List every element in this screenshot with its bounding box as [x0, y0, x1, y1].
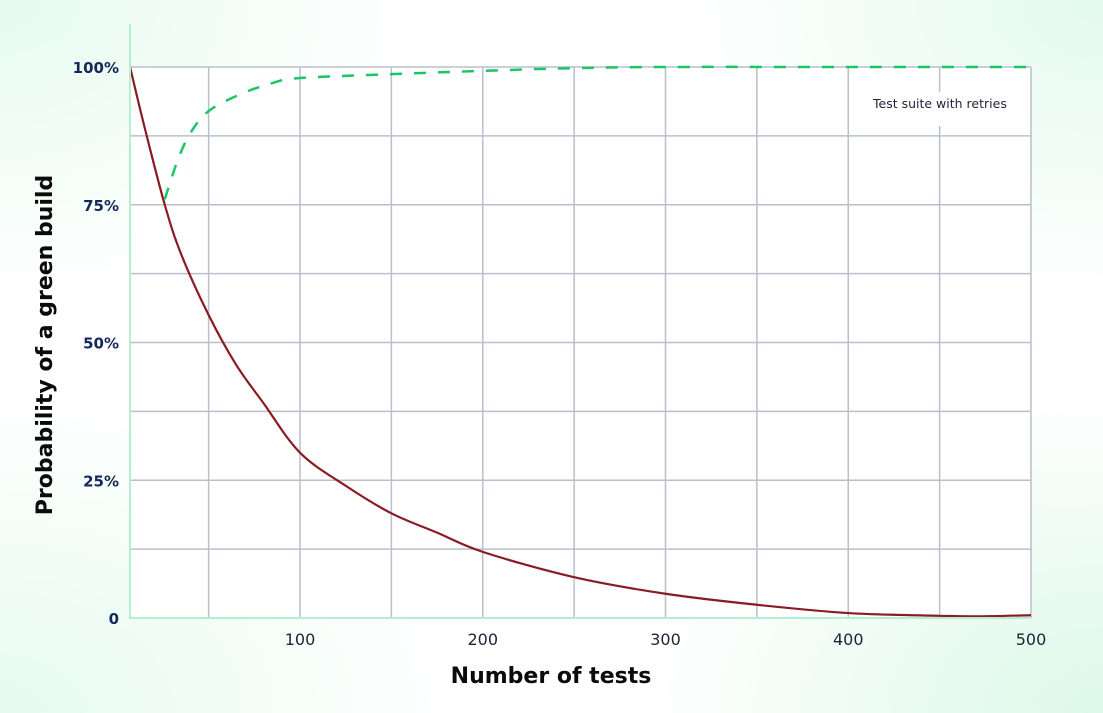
- data-series: [128, 65, 1032, 618]
- x-axis-title: Number of tests: [451, 664, 652, 689]
- y-tick-label: 0: [109, 610, 119, 628]
- x-tick-label: 200: [467, 630, 498, 649]
- legend-label-retries: Test suite with retries: [872, 96, 1007, 111]
- x-tick-label: 100: [285, 630, 316, 649]
- x-tick-label: 300: [650, 630, 681, 649]
- y-tick-label: 25%: [83, 472, 119, 490]
- y-tick-label: 100%: [73, 59, 119, 77]
- x-tick-label: 500: [1016, 630, 1047, 649]
- y-tick-label: 50%: [83, 335, 119, 353]
- x-tick-label: 400: [833, 630, 864, 649]
- y-tick-label: 75%: [83, 197, 119, 215]
- x-tick-labels: 100 200 300 400 500: [285, 630, 1047, 649]
- annotation-background: [866, 92, 1026, 126]
- y-axis-title: Probability of a green build: [33, 175, 58, 515]
- y-tick-labels: 0 25% 50% 75% 100%: [73, 59, 119, 628]
- annotation-group: Test suite with retries: [866, 92, 1026, 126]
- line-without-retries: [128, 66, 1032, 618]
- line-with-retries: [163, 65, 1031, 200]
- gridlines: [130, 66, 1032, 618]
